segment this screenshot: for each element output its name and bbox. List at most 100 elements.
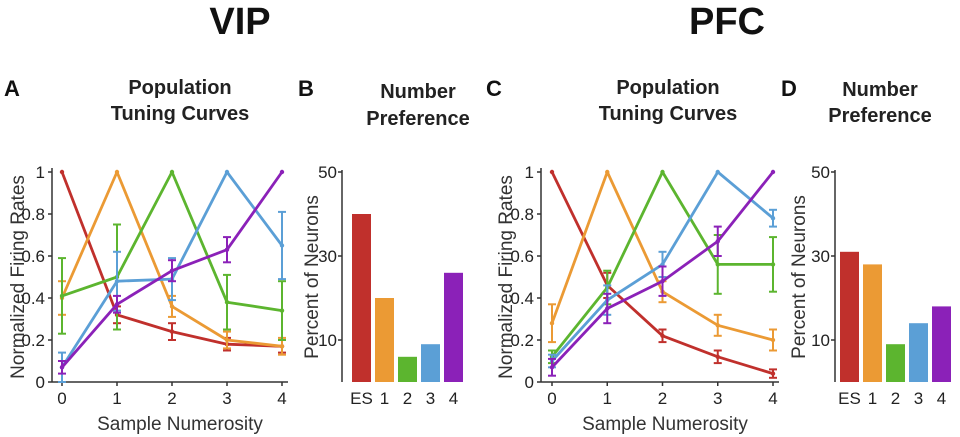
panel-c-data-point bbox=[605, 306, 610, 311]
panel-letter-b: B bbox=[298, 76, 314, 101]
panel-a-data-point bbox=[279, 243, 285, 248]
panel-d-x-tick-label: 1 bbox=[868, 389, 877, 408]
panel-d-y-tick-label: 50 bbox=[811, 163, 830, 182]
panel-c-ylabel: Normalized Firing Rates bbox=[496, 175, 517, 379]
panel-c-y-tick-label: 0.2 bbox=[510, 331, 534, 350]
panel-a-title-line2: Tuning Curves bbox=[111, 103, 250, 125]
panel-c-y-tick-label: 0.6 bbox=[510, 247, 534, 266]
panel-d-title-line2: Preference bbox=[828, 105, 931, 127]
panel-a-data-point bbox=[114, 302, 120, 307]
panel-a-y-tick-label: 0.4 bbox=[21, 289, 45, 308]
panel-c-data-point bbox=[660, 262, 665, 267]
panel-c-data-point bbox=[715, 262, 720, 267]
panel-b-x-tick-label: 3 bbox=[426, 389, 435, 408]
panel-d-bar-2 bbox=[886, 344, 905, 382]
panel-a-x-tick-label: 0 bbox=[57, 389, 66, 408]
header-vip: VIP bbox=[209, 1, 270, 43]
panel-c-x-tick-label: 3 bbox=[713, 389, 722, 408]
panel-a-data-point bbox=[169, 304, 175, 309]
panel-c-data-point bbox=[660, 279, 665, 284]
panel-d-title-line1: Number bbox=[842, 79, 918, 101]
panel-d-y-tick-label: 30 bbox=[811, 247, 830, 266]
panel-a-data-point bbox=[224, 337, 230, 343]
panel-a-data-point bbox=[59, 293, 65, 299]
panel-b-y-tick-label: 30 bbox=[318, 247, 337, 266]
panel-a-data-point bbox=[114, 169, 120, 175]
panel-a-data-point bbox=[169, 169, 175, 175]
panel-a-data-point bbox=[169, 268, 175, 273]
panel-a-x-tick-label: 3 bbox=[222, 389, 231, 408]
panel-c-data-point bbox=[549, 321, 555, 326]
panel-c-data-point bbox=[715, 354, 720, 359]
panel-a-data-point bbox=[224, 300, 230, 305]
panel-c-data-point bbox=[549, 365, 555, 370]
panel-c-data-point bbox=[770, 262, 776, 267]
panel-b-title-line1: Number bbox=[380, 81, 456, 103]
panel-b-ylabel: Percent of Neurons bbox=[302, 195, 323, 359]
panel-c-series-4 bbox=[548, 169, 776, 377]
panel-b-y-tick-label: 50 bbox=[318, 163, 337, 182]
panel-c-data-point bbox=[715, 239, 720, 244]
panel-c-xlabel: Sample Numerosity bbox=[582, 414, 748, 435]
panel-a-data-point bbox=[279, 344, 285, 349]
panel-d-y-tick-label: 10 bbox=[811, 331, 830, 350]
panel-b-x-tick-label: 1 bbox=[380, 389, 389, 408]
panel-b-bar-1 bbox=[375, 298, 394, 382]
panel-d-x-tick-label: 4 bbox=[937, 389, 946, 408]
panel-a-title-line1: Population bbox=[128, 77, 231, 99]
panel-a-y-tick-label: 1 bbox=[36, 163, 45, 182]
panel-c-y-tick-label: 0 bbox=[525, 373, 534, 392]
panel-c-data-point bbox=[770, 216, 776, 221]
panel-c-data-point bbox=[770, 169, 776, 175]
panel-a-x-tick-label: 1 bbox=[112, 389, 121, 408]
panel-a-data-point bbox=[169, 329, 175, 334]
panel-a-x-tick-label: 4 bbox=[277, 389, 286, 408]
panel-letter-c: C bbox=[486, 76, 502, 101]
panel-a-y-tick-label: 0.6 bbox=[21, 247, 45, 266]
panel-b-bar-4 bbox=[444, 272, 463, 382]
panel-c-x-tick-label: 2 bbox=[658, 389, 667, 408]
panel-d-x-tick-label: ES bbox=[838, 389, 861, 408]
panel-b-title-line2: Preference bbox=[366, 108, 469, 130]
panel-a-data-point bbox=[224, 247, 230, 252]
panel-a-data-point bbox=[59, 365, 65, 370]
panel-d-bar-es bbox=[840, 251, 859, 382]
panel-d-bar-4 bbox=[932, 306, 951, 382]
panel-letter-a: A bbox=[4, 76, 20, 101]
panel-c-data-point bbox=[549, 169, 555, 175]
panel-a-data-point bbox=[114, 279, 120, 284]
header-pfc: PFC bbox=[689, 1, 765, 43]
panel-c-x-tick-label: 4 bbox=[768, 389, 777, 408]
panel-c-title-line2: Tuning Curves bbox=[599, 103, 738, 125]
panel-d-bar-1 bbox=[863, 264, 882, 382]
panel-c-x-tick-label: 1 bbox=[603, 389, 612, 408]
panel-a-xlabel: Sample Numerosity bbox=[97, 414, 263, 435]
panel-d-x-tick-label: 3 bbox=[914, 389, 923, 408]
panel-a-data-point bbox=[279, 169, 285, 175]
panel-b-bar-3 bbox=[421, 344, 440, 382]
panel-b-x-tick-label: 2 bbox=[403, 389, 412, 408]
panel-c-data-point bbox=[770, 337, 776, 343]
panel-c-data-point bbox=[715, 169, 720, 175]
panel-a-data-point bbox=[224, 169, 230, 175]
panel-c-data-point bbox=[715, 323, 720, 328]
panel-c-y-tick-label: 1 bbox=[525, 163, 534, 182]
panel-c-data-point bbox=[660, 169, 665, 175]
panel-a-y-tick-label: 0.2 bbox=[21, 331, 45, 350]
panel-b-x-tick-label: 4 bbox=[449, 389, 458, 408]
panel-b-y-tick-label: 10 bbox=[318, 331, 337, 350]
panel-a-data-point bbox=[59, 169, 65, 175]
panel-a-y-tick-label: 0.8 bbox=[21, 205, 45, 224]
panel-c-data-point bbox=[605, 169, 610, 175]
panel-a-x-tick-label: 2 bbox=[167, 389, 176, 408]
panel-c-data-point bbox=[770, 371, 776, 376]
panel-d-bar-3 bbox=[909, 323, 928, 382]
panel-b-bar-2 bbox=[398, 356, 417, 382]
panel-d-x-tick-label: 2 bbox=[891, 389, 900, 408]
panel-b-x-tick-label: ES bbox=[350, 389, 373, 408]
panel-a-y-tick-label: 0 bbox=[36, 373, 45, 392]
panel-a-data-point bbox=[279, 308, 285, 313]
panel-c-y-tick-label: 0.4 bbox=[510, 289, 534, 308]
